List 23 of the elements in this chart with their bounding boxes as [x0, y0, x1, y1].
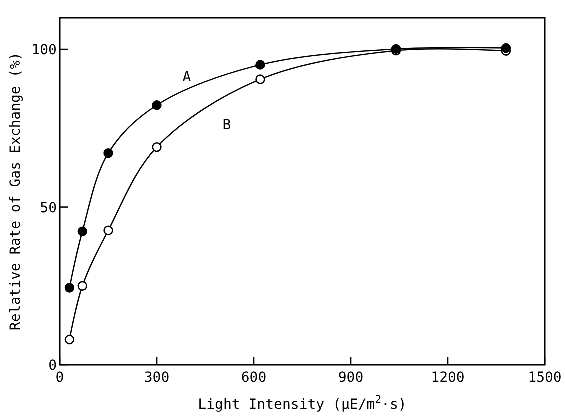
x-tick-label: 900: [338, 370, 364, 386]
y-tick-label: 100: [32, 42, 57, 59]
point: [78, 281, 88, 291]
point: [64, 283, 75, 293]
point: [104, 148, 114, 158]
x-tick-label: 1200: [431, 370, 465, 386]
series-label: B: [222, 117, 232, 134]
y-tick-label: 0: [48, 358, 57, 374]
point: [104, 226, 114, 236]
x-tick-label: 600: [241, 370, 267, 386]
point: [256, 60, 266, 70]
x-axis-title: Light Intensity (μE/m$^{2}$·s): [198, 394, 407, 413]
point: [152, 142, 162, 152]
point: [152, 100, 162, 110]
y-axis-title: Relative Rate of Gas Exchange (%): [8, 52, 24, 331]
x-tick-label: 300: [144, 370, 170, 386]
x-tick-label: 1500: [528, 370, 562, 386]
point: [501, 43, 512, 54]
point: [78, 226, 88, 236]
point: [256, 74, 266, 84]
point: [64, 334, 75, 345]
series-label: A: [182, 69, 192, 86]
y-tick-label: 50: [40, 200, 57, 216]
